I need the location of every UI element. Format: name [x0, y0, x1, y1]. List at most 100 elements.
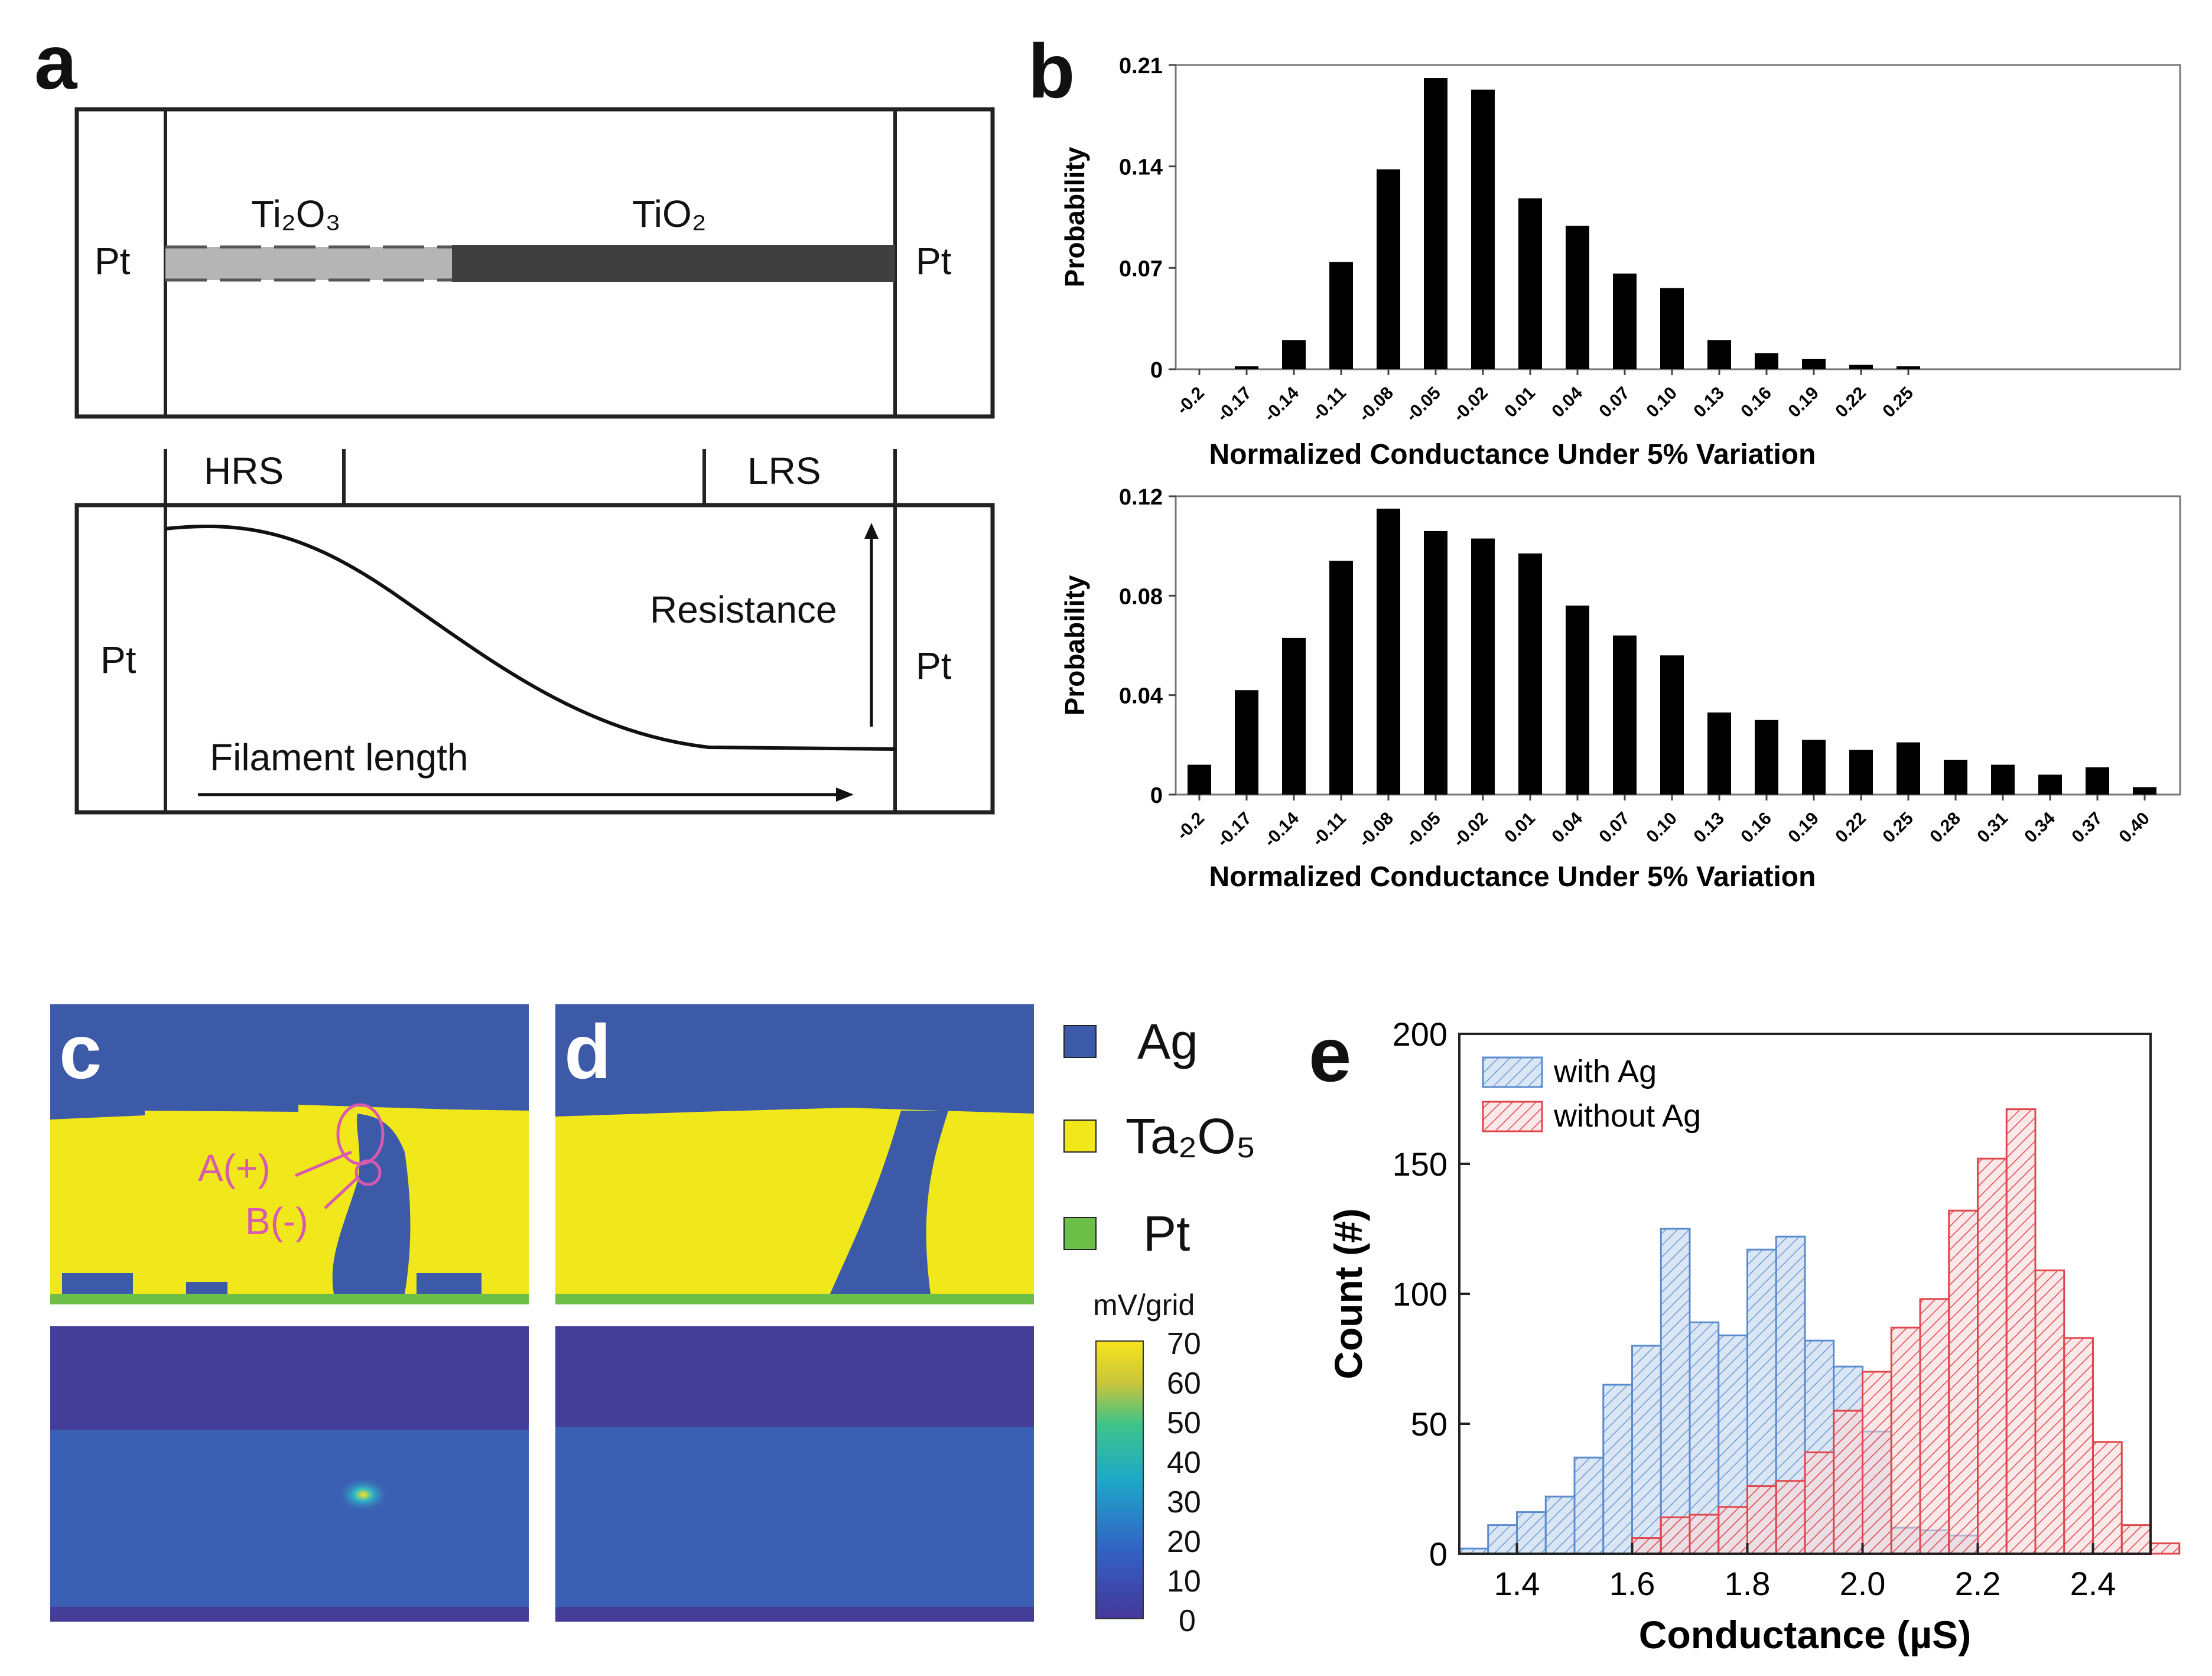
histogram-bar — [1977, 1157, 2008, 1555]
chart-b-top: 00.070.140.21-0.2 -0.17 -0.14 -0.11 -0.08 -0.… — [1059, 54, 2181, 470]
x-tick-label: 0.07 — [1595, 809, 1634, 847]
panel-letter-e: e — [1309, 1011, 1352, 1098]
pt-legend-label: Pt — [1143, 1206, 1190, 1261]
histogram-bar — [1919, 1298, 1950, 1555]
ti2o3-label: Ti₂O₃ — [251, 193, 341, 235]
colorbar-tick: 60 — [1167, 1366, 1201, 1401]
x-tick-label: 2.2 — [1955, 1565, 2001, 1602]
histogram-bar — [1602, 1384, 1633, 1555]
bar — [1707, 340, 1731, 369]
annotation-b-minus: B(-) — [245, 1200, 308, 1242]
legend-label: without Ag — [1553, 1098, 1701, 1134]
resistance-label: Resistance — [650, 588, 837, 631]
histogram-bar — [1890, 1326, 1921, 1555]
bar — [1849, 750, 1873, 795]
bar — [1235, 366, 1258, 369]
panel-letter-a: a — [34, 19, 77, 105]
pt-label-bottom-left: Pt — [100, 639, 136, 681]
bar — [1802, 740, 1826, 795]
bar — [1282, 637, 1306, 795]
panels-c-d-maps — [50, 1004, 1034, 1622]
x-tick-label: -0.11 — [1308, 809, 1350, 851]
x-tick-label: -0.08 — [1355, 383, 1397, 426]
x-tick-label: -0.02 — [1449, 383, 1492, 426]
histogram-bar — [1544, 1495, 1576, 1555]
colorbar-tick: 40 — [1167, 1446, 1201, 1480]
x-tick-label: 0.25 — [1879, 383, 1917, 422]
colorbar-tick: 20 — [1167, 1525, 1201, 1559]
y-tick-label: 0.08 — [1119, 584, 1163, 609]
filament-length-label: Filament length — [210, 736, 469, 779]
bar — [1471, 89, 1495, 369]
y-axis-label: Probability — [1059, 147, 1090, 287]
x-tick-label: 0.40 — [2115, 809, 2154, 847]
panel-c-potential-map — [50, 1326, 529, 1622]
x-tick-label: -0.17 — [1213, 383, 1255, 426]
y-axis-label: Probability — [1059, 575, 1090, 715]
y-tick-label: 200 — [1393, 1016, 1447, 1053]
histogram-bar — [1487, 1524, 1518, 1555]
bar — [2038, 774, 2062, 795]
x-tick-label: 0.37 — [2068, 809, 2106, 847]
y-tick-label: 0.14 — [1119, 155, 1163, 180]
y-tick-label: 0.21 — [1119, 54, 1163, 79]
bar — [1897, 366, 1920, 369]
histogram-bar — [2034, 1269, 2065, 1555]
x-tick-label: 0.13 — [1690, 809, 1728, 847]
panel-c-composition-map — [50, 1004, 529, 1304]
bar — [1755, 353, 1778, 369]
x-tick-label: 0.25 — [1879, 809, 1917, 847]
ta2o5-swatch — [1063, 1119, 1097, 1153]
bar — [1613, 274, 1637, 369]
x-tick-label: -0.14 — [1260, 383, 1303, 425]
pt-swatch — [1063, 1217, 1097, 1250]
bar — [1755, 720, 1778, 795]
bar — [1849, 365, 1873, 369]
pt-label-top-right: Pt — [916, 240, 952, 282]
bar — [1377, 509, 1400, 795]
x-tick-label: 1.4 — [1494, 1565, 1540, 1602]
bar — [1613, 635, 1637, 795]
hrs-label: HRS — [204, 450, 284, 492]
panel-letter-d: d — [564, 1008, 611, 1095]
chart-e: 0 50 100 150 200 1.4 1.6 1.8 2.0 2.2 2.4 Conductanc… — [1326, 1016, 2181, 1657]
histogram-bar — [2120, 1524, 2152, 1555]
x-tick-label: 0.10 — [1642, 809, 1681, 847]
x-tick-label: 0.10 — [1642, 383, 1681, 422]
ag-swatch — [1063, 1025, 1097, 1058]
histogram-bar — [2149, 1542, 2181, 1555]
x-tick-label: 0.16 — [1737, 383, 1775, 422]
histogram-bar — [1689, 1514, 1720, 1555]
bar — [1329, 561, 1353, 795]
panel-letter-c: c — [59, 1008, 102, 1095]
legend-label: with Ag — [1553, 1054, 1657, 1089]
x-tick-label: -0.08 — [1355, 809, 1397, 851]
bar — [1424, 78, 1447, 370]
histogram-bar — [2092, 1441, 2123, 1555]
histogram-bar — [1660, 1228, 1691, 1555]
x-tick-label: -0.2 — [1173, 809, 1208, 844]
x-tick-label: 1.6 — [1609, 1565, 1655, 1602]
legend-swatch — [1482, 1101, 1543, 1132]
pt-label-top-left: Pt — [95, 240, 131, 282]
colorbar-tick: 10 — [1167, 1564, 1201, 1599]
histogram-bar — [1631, 1537, 1662, 1555]
legend-swatch — [1482, 1056, 1543, 1088]
bar — [1329, 262, 1353, 369]
x-tick-label: 0.04 — [1548, 808, 1586, 847]
x-tick-label: 0.34 — [2021, 808, 2059, 847]
x-tick-label: -0.02 — [1449, 809, 1492, 851]
histogram-bar — [1862, 1371, 1892, 1555]
x-tick-label: 0.31 — [1973, 809, 2012, 847]
x-tick-label: 0.01 — [1501, 383, 1539, 422]
resistance-curve — [165, 524, 896, 751]
colorbar-unit: mV/grid — [1093, 1288, 1195, 1322]
x-axis-label: Normalized Conductance Under 5% Variatio… — [1209, 861, 1816, 893]
histogram-bar — [1660, 1516, 1691, 1555]
x-tick-label: -0.05 — [1402, 383, 1445, 426]
x-tick-label: 0.13 — [1690, 383, 1728, 422]
tio2-label: TiO₂ — [632, 193, 707, 235]
ag-legend-label: Ag — [1137, 1014, 1198, 1069]
histogram-bar — [1516, 1511, 1547, 1555]
histogram-bar — [1775, 1480, 1806, 1555]
